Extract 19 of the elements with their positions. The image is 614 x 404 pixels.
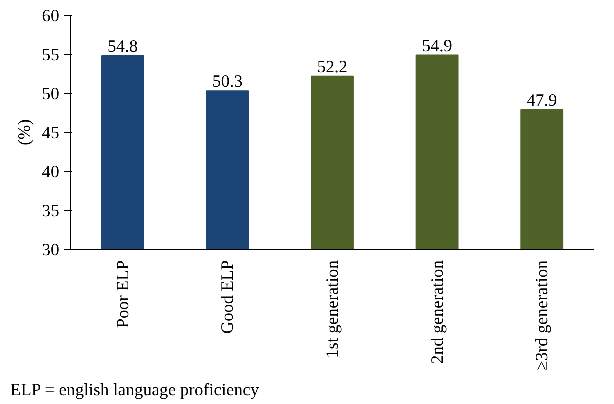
y-tick-label: 45 bbox=[42, 124, 60, 142]
x-tick-label: ≥3rd generation bbox=[532, 260, 552, 371]
y-tick-label: 35 bbox=[42, 202, 60, 220]
data-label: 50.3 bbox=[212, 72, 243, 92]
x-tick-label: 1st generation bbox=[323, 260, 342, 358]
data-label: 54.8 bbox=[108, 37, 138, 56]
data-label: 47.9 bbox=[526, 90, 558, 110]
x-tick-label: Poor ELP bbox=[113, 260, 132, 328]
x-tick-label: Good ELP bbox=[218, 260, 238, 334]
y-axis-title: (%) bbox=[15, 119, 34, 146]
y-tick-label: 40 bbox=[42, 162, 60, 182]
data-label: 52.2 bbox=[317, 57, 348, 76]
y-tick-label: 50 bbox=[42, 84, 60, 104]
y-tick-label: 30 bbox=[42, 240, 60, 260]
text: ELP = english language proficiency bbox=[10, 380, 260, 400]
x-tick-label: 2nd generation bbox=[428, 260, 447, 364]
y-tick-label: 55 bbox=[42, 46, 60, 64]
data-label: 54.9 bbox=[422, 36, 452, 56]
y-tick-label: 60 bbox=[42, 6, 60, 26]
